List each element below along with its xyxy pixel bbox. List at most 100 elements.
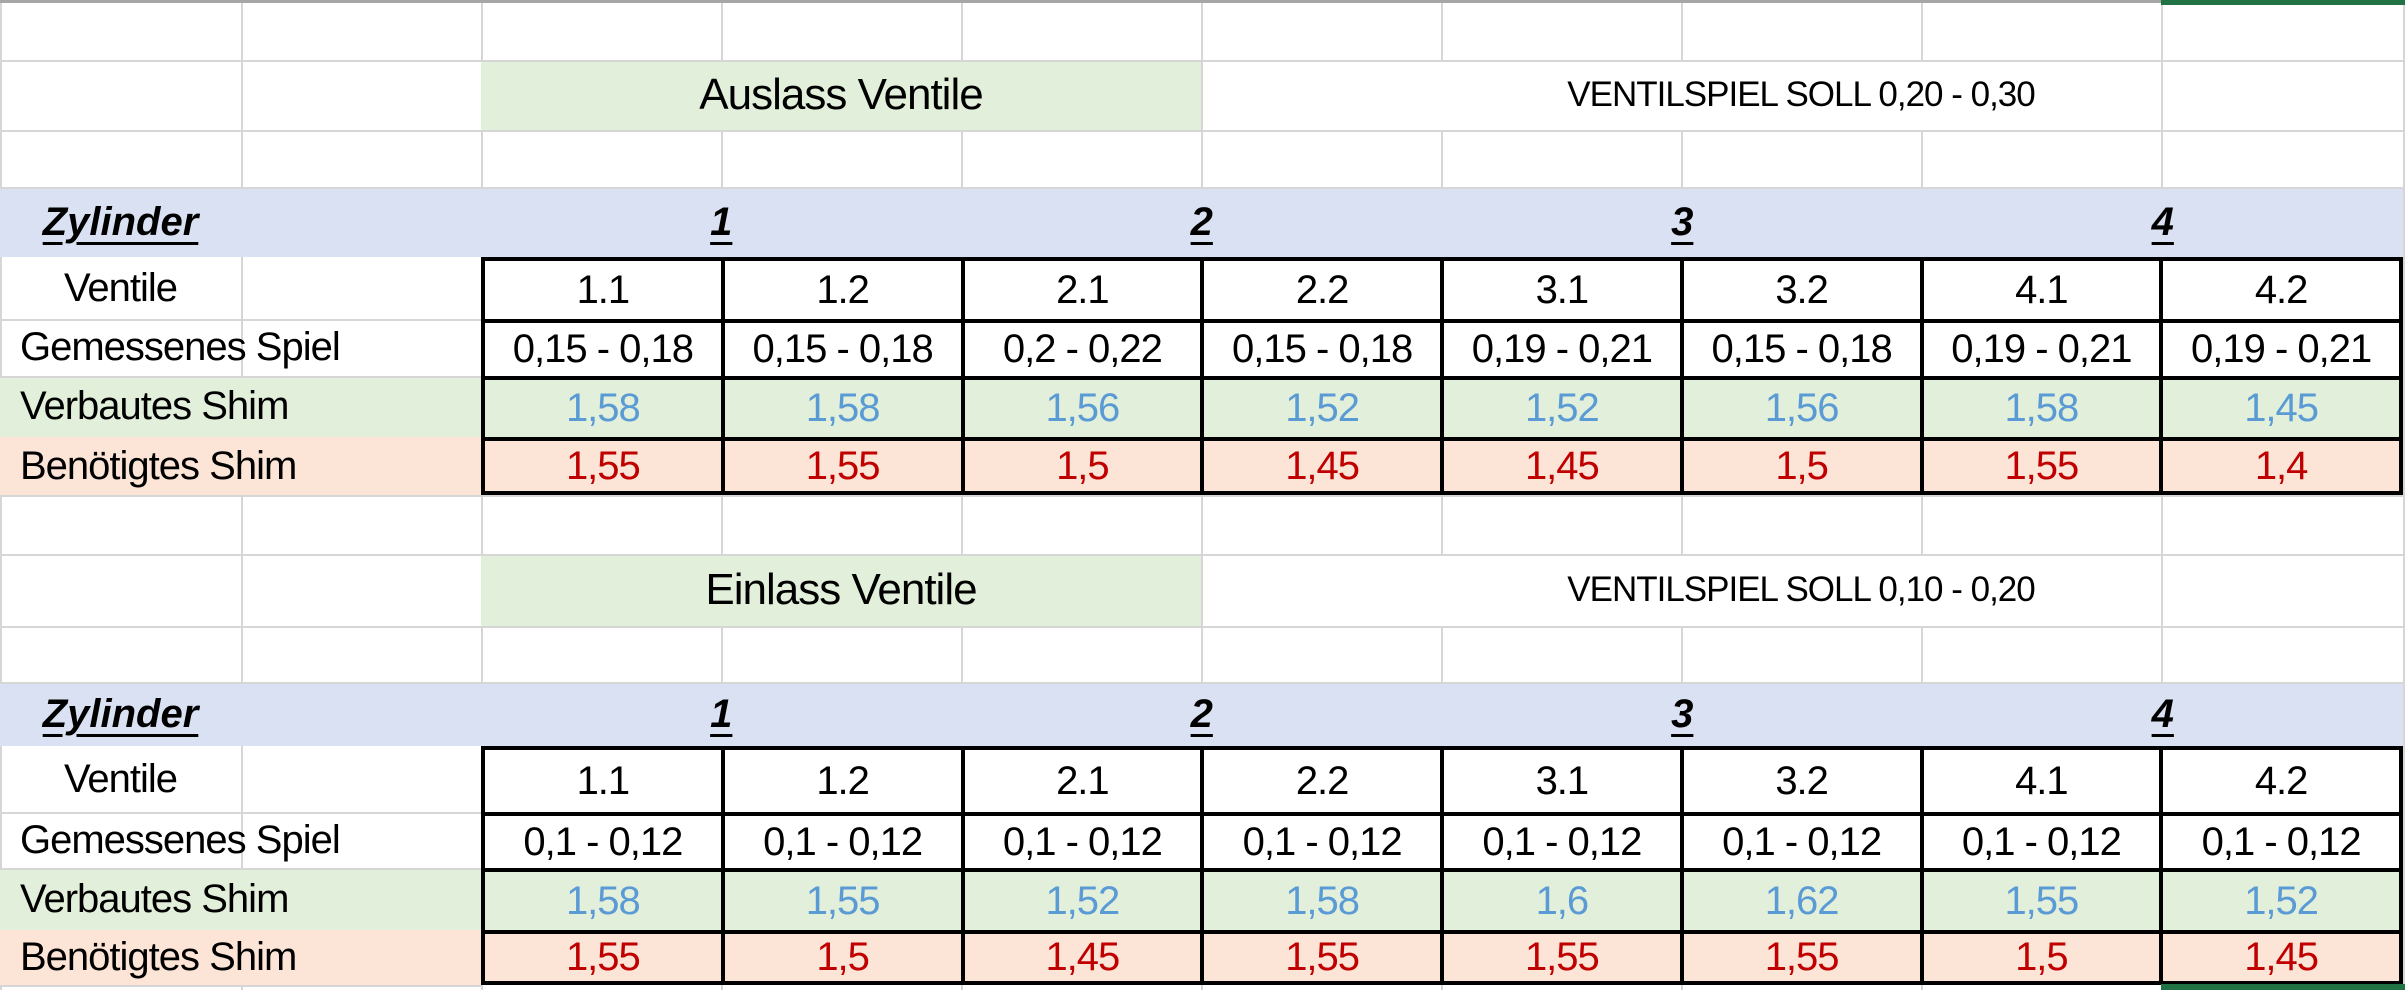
einlass-verbautes-cell[interactable]: 1,58 — [481, 868, 721, 930]
auslass-row-label-gemessenes[interactable]: Gemessenes Spiel — [20, 325, 341, 369]
einlass-gemessenes-cell[interactable]: 0,1 - 0,12 — [720, 812, 961, 868]
auslass-gemessenes-cell[interactable]: 0,19 - 0,21 — [2159, 319, 2403, 376]
cylinder-number-cell[interactable]: 4 — [2151, 199, 2174, 244]
einlass-target-cell[interactable]: VENTILSPIEL SOLL 0,10 - 0,20 — [1441, 554, 2161, 626]
auslass-benoetigtes-cell[interactable]: 1,55 — [481, 437, 721, 495]
einlass-gemessenes-cell[interactable]: 0,1 - 0,12 — [1679, 812, 1920, 868]
einlass-verbautes-cell[interactable]: 1,6 — [1440, 868, 1680, 930]
auslass-verbautes-cell[interactable]: 1,58 — [1919, 376, 2160, 437]
einlass-benoetigtes-cell[interactable]: 1,45 — [2159, 930, 2403, 985]
einlass-verbautes-cell[interactable]: 1,55 — [1919, 868, 2160, 930]
auslass-gemessenes-cell[interactable]: 0,15 - 0,18 — [481, 319, 721, 376]
auslass-benoetigtes-cell[interactable]: 1,55 — [720, 437, 961, 495]
auslass-ventile-cell[interactable]: 4.2 — [2159, 257, 2403, 319]
einlass-benoetigtes-cell[interactable]: 1,45 — [960, 930, 1201, 985]
top-row-boundary-line — [0, 0, 2161, 3]
einlass-gemessenes-cell[interactable]: 0,1 - 0,12 — [1440, 812, 1680, 868]
einlass-benoetigtes-cell[interactable]: 1,55 — [481, 930, 721, 985]
einlass-gemessenes-cell[interactable]: 0,1 - 0,12 — [960, 812, 1201, 868]
auslass-gemessenes-row: 0,15 - 0,18 0,15 - 0,18 0,2 - 0,22 0,15 - 0… — [481, 319, 2403, 376]
cylinder-number-cell[interactable]: 2 — [1190, 199, 1213, 244]
einlass-zylinder-header-row: Zylinder 1 2 3 4 — [0, 682, 2403, 746]
einlass-benoetigtes-cell[interactable]: 1,5 — [720, 930, 961, 985]
einlass-ventile-cell[interactable]: 1.1 — [481, 746, 721, 812]
einlass-benoetigtes-cell[interactable]: 1,5 — [1919, 930, 2160, 985]
einlass-gemessenes-cell[interactable]: 0,1 - 0,12 — [2159, 812, 2403, 868]
gridline — [0, 812, 481, 814]
auslass-ventile-cell[interactable]: 1.2 — [720, 257, 961, 319]
auslass-verbautes-cell[interactable]: 1,52 — [1200, 376, 1440, 437]
einlass-verbautes-cell[interactable]: 1,52 — [960, 868, 1201, 930]
einlass-verbautes-cell[interactable]: 1,62 — [1679, 868, 1920, 930]
auslass-gemessenes-cell[interactable]: 0,19 - 0,21 — [1919, 319, 2160, 376]
einlass-ventile-cell[interactable]: 4.2 — [2159, 746, 2403, 812]
auslass-ventile-cell[interactable]: 3.2 — [1679, 257, 1920, 319]
einlass-verbautes-cell[interactable]: 1,58 — [1200, 868, 1440, 930]
einlass-ventile-row: 1.1 1.2 2.1 2.2 3.1 3.2 4.1 4.2 — [481, 746, 2403, 812]
einlass-table: 1.1 1.2 2.1 2.2 3.1 3.2 4.1 4.2 0,1 - 0,12 0,1 -… — [481, 746, 2403, 985]
auslass-target-cell[interactable]: VENTILSPIEL SOLL 0,20 - 0,30 — [1441, 60, 2161, 130]
einlass-gemessenes-cell[interactable]: 0,1 - 0,12 — [1200, 812, 1440, 868]
einlass-ventile-cell[interactable]: 2.1 — [960, 746, 1201, 812]
auslass-row-label-ventile[interactable]: Ventile — [63, 265, 178, 310]
auslass-verbautes-cell[interactable]: 1,58 — [720, 376, 961, 437]
einlass-row-label-gemessenes[interactable]: Gemessenes Spiel — [20, 817, 341, 862]
auslass-benoetigtes-cell[interactable]: 1,55 — [1919, 437, 2160, 495]
einlass-benoetigtes-row: 1,55 1,5 1,45 1,55 1,55 1,55 1,5 1,45 — [481, 930, 2403, 985]
auslass-title-cell[interactable]: Auslass Ventile — [481, 60, 1201, 130]
einlass-verbautes-cell[interactable]: 1,52 — [2159, 868, 2403, 930]
auslass-ventile-cell[interactable]: 2.1 — [960, 257, 1201, 319]
zylinder-label[interactable]: Zylinder — [42, 691, 199, 736]
auslass-gemessenes-cell[interactable]: 0,2 - 0,22 — [960, 319, 1201, 376]
auslass-ventile-cell[interactable]: 1.1 — [481, 257, 721, 319]
auslass-gemessenes-cell[interactable]: 0,15 - 0,18 — [720, 319, 961, 376]
einlass-ventile-cell[interactable]: 1.2 — [720, 746, 961, 812]
einlass-benoetigtes-cell[interactable]: 1,55 — [1440, 930, 1680, 985]
auslass-benoetigtes-cell[interactable]: 1,45 — [1200, 437, 1440, 495]
einlass-row-label-verbautes[interactable]: Verbautes Shim — [0, 868, 481, 930]
auslass-benoetigtes-cell[interactable]: 1,5 — [1679, 437, 1920, 495]
cylinder-number-cell[interactable]: 1 — [710, 691, 733, 736]
einlass-ventile-cell[interactable]: 4.1 — [1919, 746, 2160, 812]
auslass-gemessenes-cell[interactable]: 0,19 - 0,21 — [1440, 319, 1680, 376]
einlass-ventile-cell[interactable]: 2.2 — [1200, 746, 1440, 812]
auslass-verbautes-cell[interactable]: 1,56 — [1679, 376, 1920, 437]
einlass-ventile-cell[interactable]: 3.1 — [1440, 746, 1680, 812]
gridline — [0, 376, 481, 378]
cylinder-number-cell[interactable]: 2 — [1190, 691, 1213, 736]
gridline — [0, 187, 2403, 189]
auslass-ventile-cell[interactable]: 4.1 — [1919, 257, 2160, 319]
auslass-verbautes-cell[interactable]: 1,56 — [960, 376, 1201, 437]
auslass-verbautes-cell[interactable]: 1,52 — [1440, 376, 1680, 437]
einlass-benoetigtes-cell[interactable]: 1,55 — [1679, 930, 1920, 985]
cylinder-number-cell[interactable]: 4 — [2151, 691, 2174, 736]
gridline — [0, 130, 2403, 132]
einlass-row-label-ventile[interactable]: Ventile — [63, 756, 178, 801]
einlass-gemessenes-cell[interactable]: 0,1 - 0,12 — [1919, 812, 2160, 868]
cylinder-number-cell[interactable]: 3 — [1671, 691, 1694, 736]
auslass-row-label-benoetigtes[interactable]: Benötigtes Shim — [0, 437, 481, 495]
einlass-benoetigtes-cell[interactable]: 1,55 — [1200, 930, 1440, 985]
auslass-gemessenes-cell[interactable]: 0,15 - 0,18 — [1679, 319, 1920, 376]
auslass-verbautes-cell[interactable]: 1,45 — [2159, 376, 2403, 437]
cylinder-number-cell[interactable]: 1 — [710, 199, 733, 244]
auslass-benoetigtes-cell[interactable]: 1,45 — [1440, 437, 1680, 495]
einlass-title-cell[interactable]: Einlass Ventile — [481, 554, 1201, 626]
auslass-ventile-row: 1.1 1.2 2.1 2.2 3.1 3.2 4.1 4.2 — [481, 257, 2403, 319]
einlass-verbautes-cell[interactable]: 1,55 — [720, 868, 961, 930]
einlass-row-label-benoetigtes[interactable]: Benötigtes Shim — [0, 930, 481, 985]
gridline — [0, 319, 481, 321]
cylinder-number-cell[interactable]: 3 — [1671, 199, 1694, 244]
auslass-ventile-cell[interactable]: 2.2 — [1200, 257, 1440, 319]
gridline — [0, 554, 2403, 556]
auslass-gemessenes-cell[interactable]: 0,15 - 0,18 — [1200, 319, 1440, 376]
auslass-row-label-verbautes[interactable]: Verbautes Shim — [0, 376, 481, 437]
auslass-benoetigtes-cell[interactable]: 1,5 — [960, 437, 1201, 495]
einlass-ventile-cell[interactable]: 3.2 — [1679, 746, 1920, 812]
zylinder-label[interactable]: Zylinder — [42, 199, 199, 244]
einlass-gemessenes-cell[interactable]: 0,1 - 0,12 — [481, 812, 721, 868]
auslass-benoetigtes-cell[interactable]: 1,4 — [2159, 437, 2403, 495]
auslass-verbautes-cell[interactable]: 1,58 — [481, 376, 721, 437]
auslass-ventile-cell[interactable]: 3.1 — [1440, 257, 1680, 319]
